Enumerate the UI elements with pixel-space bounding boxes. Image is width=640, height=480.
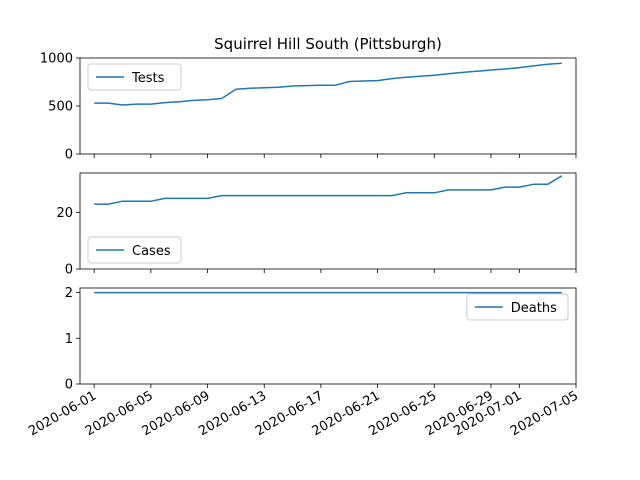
legend-label: Deaths — [511, 301, 557, 316]
legend-label: Cases — [132, 244, 171, 259]
y-tick-label: 2 — [65, 286, 73, 301]
y-tick-label: 20 — [56, 206, 73, 221]
x-axis: 2020-06-012020-06-052020-06-092020-06-13… — [26, 388, 581, 439]
series-line-tests — [94, 62, 562, 106]
panel-frame — [79, 172, 577, 270]
y-tick-label: 0 — [65, 148, 73, 163]
legend-cases: Cases — [87, 236, 182, 264]
panel-frame — [79, 57, 577, 155]
y-tick-label: 1000 — [40, 52, 73, 67]
panel-tests: 0 500 1000 Tests — [40, 52, 577, 163]
legend-deaths: Deaths — [466, 293, 569, 321]
y-tick-label: 0 — [65, 378, 73, 393]
y-tick-label: 500 — [48, 100, 73, 115]
chart-panels: 0 500 1000 Tests 0 20 Cases 0 1 2 Deaths — [40, 52, 577, 393]
legend-box — [87, 63, 182, 91]
panel-deaths: 0 1 2 Deaths — [65, 286, 577, 393]
y-tick-label: 1 — [65, 332, 73, 347]
chart-title: Squirrel Hill South (Pittsburgh) — [214, 35, 442, 53]
y-tick-label: 0 — [65, 263, 73, 278]
series-line-cases — [94, 175, 563, 205]
legend-tests: Tests — [87, 63, 182, 91]
legend-box — [87, 236, 182, 264]
legend-label: Tests — [131, 71, 165, 86]
panel-cases: 0 20 Cases — [56, 172, 577, 278]
panel-frame — [79, 287, 577, 385]
legend-box — [466, 293, 569, 321]
